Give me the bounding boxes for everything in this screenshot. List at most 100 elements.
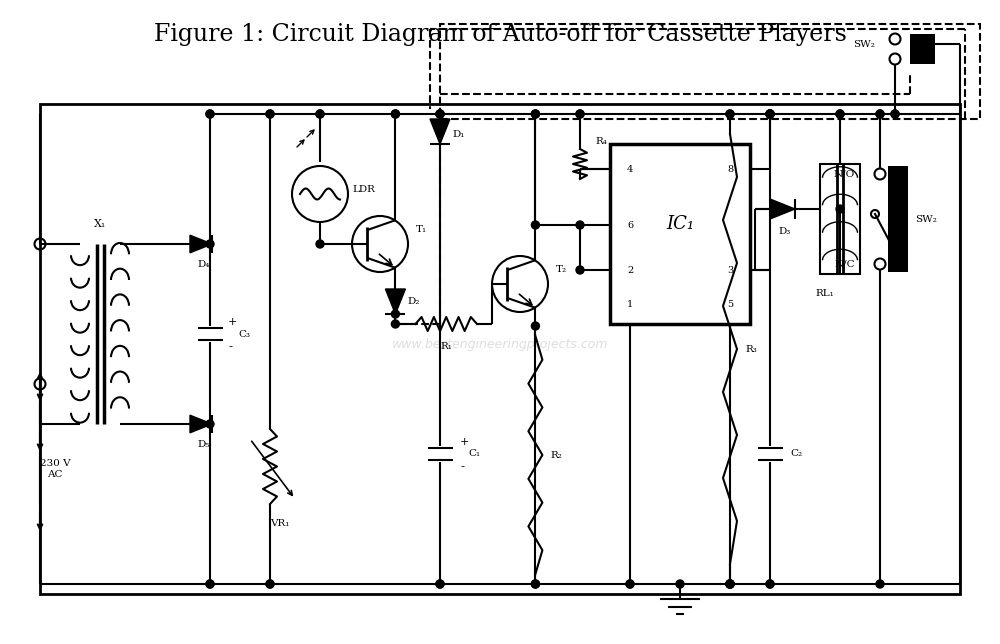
Circle shape	[836, 205, 844, 213]
Text: -: -	[460, 461, 464, 471]
Text: 4: 4	[627, 164, 633, 173]
Text: SW₂: SW₂	[853, 39, 875, 48]
Circle shape	[766, 110, 774, 118]
Circle shape	[836, 110, 844, 118]
Text: N/C: N/C	[834, 260, 855, 269]
Circle shape	[576, 221, 584, 229]
Circle shape	[436, 580, 444, 588]
Circle shape	[726, 110, 734, 118]
Circle shape	[766, 110, 774, 118]
Bar	[610, 144, 750, 324]
Circle shape	[626, 580, 634, 588]
Circle shape	[531, 322, 539, 330]
Text: 230 V
AC: 230 V AC	[40, 459, 70, 479]
Polygon shape	[770, 199, 795, 219]
Circle shape	[391, 310, 399, 318]
Text: VR₁: VR₁	[270, 519, 290, 528]
Circle shape	[766, 110, 774, 118]
Circle shape	[766, 580, 774, 588]
Circle shape	[531, 110, 539, 118]
Circle shape	[316, 110, 324, 118]
Circle shape	[876, 110, 884, 118]
Text: +: +	[460, 437, 469, 447]
Text: +: +	[228, 317, 237, 327]
Text: C₂: C₂	[790, 450, 802, 459]
Text: X₁: X₁	[94, 219, 106, 229]
Circle shape	[391, 320, 399, 328]
Text: D₄: D₄	[198, 260, 210, 269]
Text: LDR: LDR	[352, 184, 375, 193]
Text: 3: 3	[727, 265, 733, 274]
Circle shape	[726, 580, 734, 588]
Circle shape	[316, 110, 324, 118]
Text: 6: 6	[627, 220, 633, 229]
Polygon shape	[430, 119, 450, 144]
Text: R₄: R₄	[595, 137, 607, 146]
Text: www.bestengineeringprojects.com: www.bestengineeringprojects.com	[392, 337, 608, 350]
Circle shape	[206, 110, 214, 118]
Circle shape	[531, 221, 539, 229]
Circle shape	[726, 110, 734, 118]
Text: C₃: C₃	[238, 330, 250, 339]
Text: D₅: D₅	[198, 440, 210, 449]
Text: SW₂: SW₂	[915, 214, 937, 223]
Text: 1: 1	[627, 299, 633, 308]
Circle shape	[726, 580, 734, 588]
Text: T₂: T₂	[556, 265, 567, 274]
Polygon shape	[190, 415, 212, 433]
Circle shape	[626, 580, 634, 588]
Circle shape	[266, 580, 274, 588]
Text: 5: 5	[727, 299, 733, 308]
Circle shape	[726, 580, 734, 588]
Circle shape	[436, 110, 444, 118]
Circle shape	[576, 110, 584, 118]
Text: Figure 1: Circuit Diagram of Auto-off for Cassette Players: Figure 1: Circuit Diagram of Auto-off fo…	[154, 23, 846, 46]
Text: -: -	[228, 341, 232, 351]
Circle shape	[891, 110, 899, 118]
Circle shape	[876, 580, 884, 588]
Circle shape	[576, 110, 584, 118]
Circle shape	[766, 580, 774, 588]
Circle shape	[206, 580, 214, 588]
Text: 2: 2	[627, 265, 633, 274]
Bar	[910, 34, 935, 64]
Text: C₁: C₁	[468, 450, 480, 459]
Circle shape	[436, 110, 444, 118]
Text: R₁: R₁	[440, 342, 452, 351]
Text: R₃: R₃	[745, 345, 757, 354]
Text: D₂: D₂	[407, 296, 420, 305]
Circle shape	[891, 110, 899, 118]
Circle shape	[391, 110, 399, 118]
Text: 8: 8	[727, 164, 733, 173]
Text: T₁: T₁	[416, 225, 427, 234]
Circle shape	[391, 110, 399, 118]
Text: IC₁: IC₁	[666, 215, 694, 233]
Text: R₂: R₂	[550, 451, 562, 460]
Bar	[40, 104, 960, 594]
Circle shape	[726, 580, 734, 588]
Circle shape	[266, 110, 274, 118]
Circle shape	[676, 580, 684, 588]
Circle shape	[206, 110, 214, 118]
Polygon shape	[190, 235, 212, 253]
Circle shape	[266, 110, 274, 118]
Circle shape	[531, 110, 539, 118]
Circle shape	[876, 110, 884, 118]
Circle shape	[316, 240, 324, 248]
Circle shape	[206, 420, 214, 428]
Circle shape	[836, 110, 844, 118]
Circle shape	[436, 580, 444, 588]
Bar	[820, 164, 860, 274]
Text: N/O: N/O	[834, 169, 855, 178]
Circle shape	[531, 580, 539, 588]
Circle shape	[531, 580, 539, 588]
Text: D₁: D₁	[452, 129, 464, 138]
Circle shape	[206, 580, 214, 588]
Bar	[888, 166, 908, 272]
Circle shape	[766, 110, 774, 118]
Text: D₃: D₃	[779, 227, 791, 236]
Circle shape	[206, 240, 214, 248]
Polygon shape	[385, 289, 405, 314]
Circle shape	[436, 110, 444, 118]
Circle shape	[576, 266, 584, 274]
